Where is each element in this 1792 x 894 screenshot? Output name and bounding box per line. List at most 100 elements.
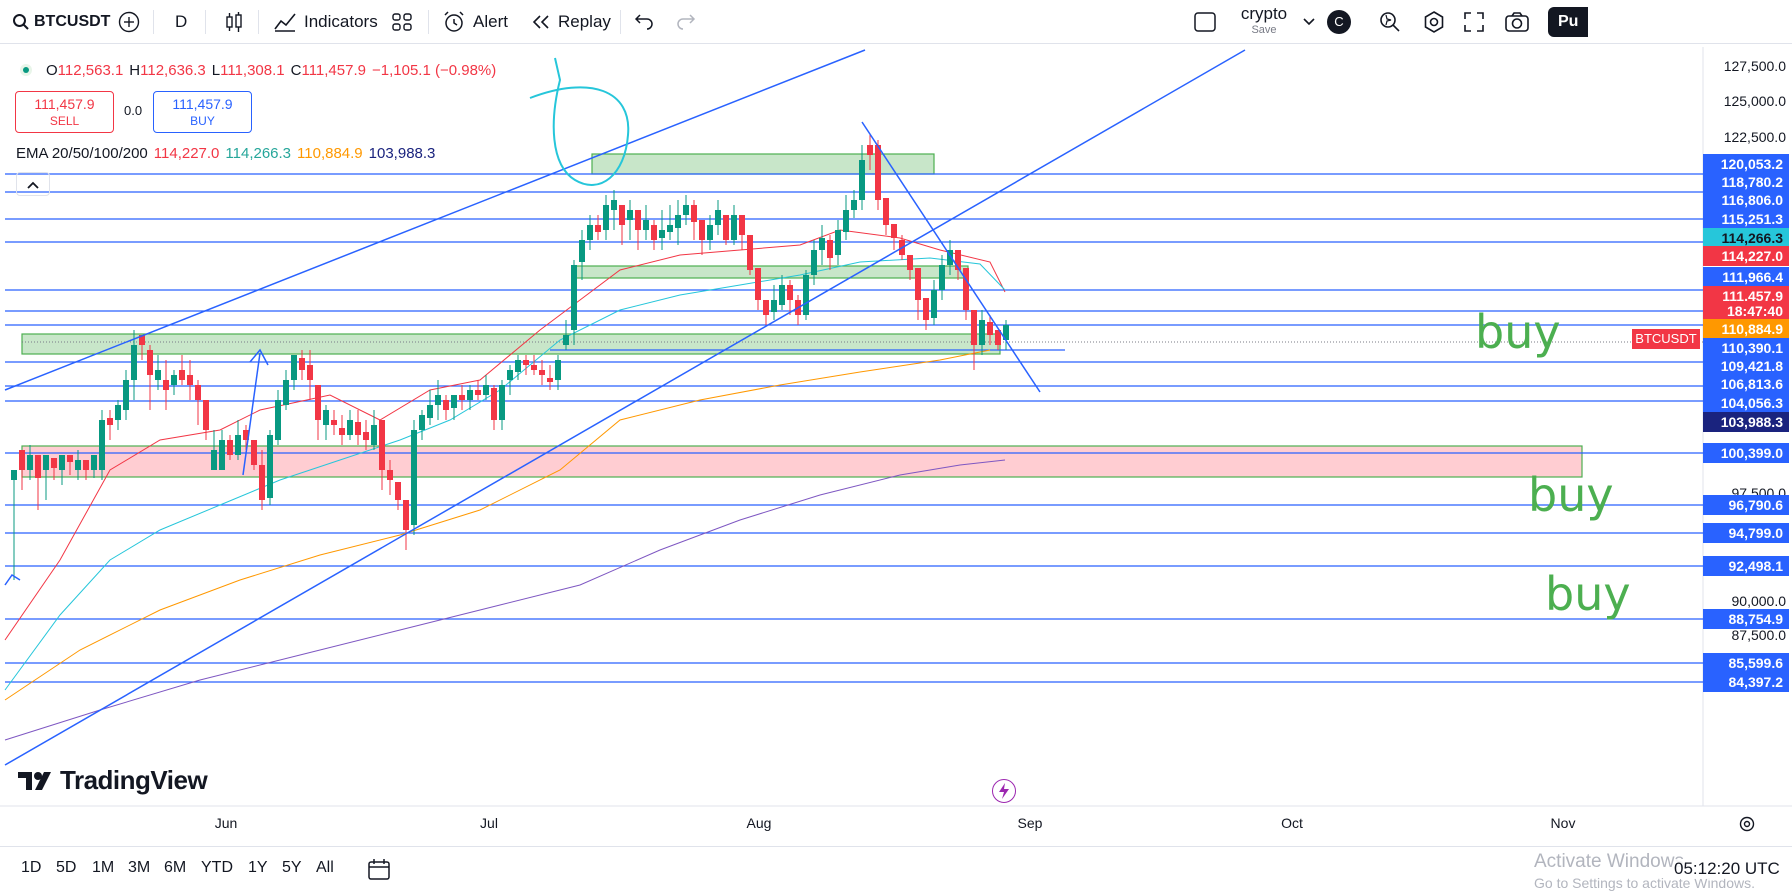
event-marker[interactable] xyxy=(992,779,1016,803)
candle-body xyxy=(547,378,553,382)
candle-body xyxy=(507,370,513,380)
toolbar-divider xyxy=(153,10,154,34)
candle-body xyxy=(923,298,929,320)
candle-body xyxy=(267,435,273,498)
candle-body xyxy=(91,455,97,470)
toolbar-divider xyxy=(205,10,206,34)
time-tick-label: Oct xyxy=(1281,815,1303,831)
candle-body xyxy=(771,300,777,312)
range-button-ytd[interactable]: YTD xyxy=(201,859,233,876)
settings-button[interactable] xyxy=(1422,0,1446,44)
candle-body xyxy=(323,410,329,425)
candle-body xyxy=(123,380,129,410)
candle-body xyxy=(387,470,393,480)
open-value: 112,563.1 xyxy=(57,62,124,79)
candle-body xyxy=(275,400,281,440)
alert-button[interactable]: Alert xyxy=(442,0,508,44)
candle-body xyxy=(1003,325,1009,340)
chart-type-button[interactable] xyxy=(223,0,245,44)
layout-name-button[interactable]: crypto Save xyxy=(1233,0,1295,44)
quick-search-button[interactable] xyxy=(1378,0,1402,44)
buy-label: BUY xyxy=(190,114,215,128)
candle-body xyxy=(843,210,849,232)
candle-body xyxy=(595,225,601,232)
fullscreen-button[interactable] xyxy=(1463,0,1485,44)
go-to-date-button[interactable] xyxy=(366,858,392,887)
candle-body xyxy=(659,230,665,238)
symbol-search-button[interactable]: BTCUSDT xyxy=(12,0,110,44)
candle-body xyxy=(27,455,33,470)
search-spark-icon xyxy=(1380,12,1400,32)
redo-button[interactable] xyxy=(676,0,696,44)
arrow-head xyxy=(4,573,21,586)
candle-body xyxy=(643,220,649,230)
candle-body xyxy=(371,425,377,445)
candle-body xyxy=(395,482,401,500)
candle-body xyxy=(955,250,961,270)
candle-body xyxy=(419,415,425,430)
candle-body xyxy=(915,268,921,300)
candle-body xyxy=(995,330,1001,345)
chart-settings-button[interactable] xyxy=(1738,815,1756,838)
interval-label: D xyxy=(175,12,188,31)
candle-body xyxy=(83,460,89,470)
buy-price: 111,457.9 xyxy=(172,96,233,112)
candle-body xyxy=(779,285,785,305)
candle-body xyxy=(339,428,345,435)
candle-body xyxy=(867,145,873,155)
buy-button[interactable]: 111,457.9 BUY xyxy=(153,91,252,133)
range-button-1m[interactable]: 1M xyxy=(92,859,115,876)
toolbar-divider xyxy=(428,10,429,34)
candle-body xyxy=(67,455,73,462)
candle-body xyxy=(651,225,657,240)
compare-button[interactable] xyxy=(118,0,140,44)
price-level-tag: 94,799.0 xyxy=(1703,523,1789,543)
chart-pane[interactable] xyxy=(5,47,1789,842)
sell-button[interactable]: 111,457.9 SELL xyxy=(15,91,114,133)
arrow-head xyxy=(249,348,269,366)
gear-icon xyxy=(1739,816,1755,832)
change-value: −1,105.1 (−0.98%) xyxy=(371,62,497,79)
publish-button[interactable]: Pu xyxy=(1548,0,1589,44)
candle-body xyxy=(875,145,881,200)
time-tick-label: Aug xyxy=(746,815,772,831)
undo-button[interactable] xyxy=(634,0,654,44)
range-button-all[interactable]: All xyxy=(316,859,334,876)
watermark-text: TradingView xyxy=(60,765,208,795)
range-button-3m[interactable]: 3M xyxy=(128,859,151,876)
ema100-value: 110,884.9 xyxy=(297,145,363,162)
gear-icon xyxy=(1424,11,1444,33)
candle-body xyxy=(491,388,497,420)
bottom-toolbar: 1D 5D 1M 3M 6M YTD 1Y 5Y All Activate Windows Go… xyxy=(0,846,1792,894)
candle-body xyxy=(355,422,361,435)
layout-menu-button[interactable] xyxy=(1302,0,1316,44)
range-button-5d[interactable]: 5D xyxy=(56,859,77,876)
range-button-1d[interactable]: 1D xyxy=(21,859,42,876)
candle-body xyxy=(883,198,889,225)
redo-icon xyxy=(677,14,696,30)
utc-clock[interactable]: 05:12:20 UTC xyxy=(1674,859,1780,879)
fullscreen-icon xyxy=(1464,12,1484,32)
candle-body xyxy=(443,400,449,410)
user-avatar[interactable]: C xyxy=(1327,0,1351,44)
candle-body xyxy=(163,380,169,390)
layouts-button[interactable] xyxy=(391,0,413,44)
open-label: O xyxy=(46,62,58,79)
candle-body xyxy=(107,418,113,425)
price-level-tag: 115,251.3 xyxy=(1703,209,1789,229)
range-button-6m[interactable]: 6M xyxy=(164,859,187,876)
collapse-legend-button[interactable] xyxy=(16,172,50,196)
range-button-5y[interactable]: 5Y xyxy=(282,859,302,876)
indicators-button[interactable]: Indicators xyxy=(273,0,378,44)
replay-button[interactable]: Replay xyxy=(530,0,611,44)
snapshot-button[interactable] xyxy=(1504,0,1530,44)
range-button-1y[interactable]: 1Y xyxy=(248,859,268,876)
interval-button[interactable]: D xyxy=(175,0,187,44)
candle-body xyxy=(555,360,561,380)
toolbar-divider xyxy=(620,10,621,34)
ema100-line xyxy=(4,349,991,701)
buy-annotation-3: buy xyxy=(1545,567,1631,621)
layout-toggle-button[interactable] xyxy=(1193,0,1217,44)
candle-body xyxy=(59,455,65,470)
